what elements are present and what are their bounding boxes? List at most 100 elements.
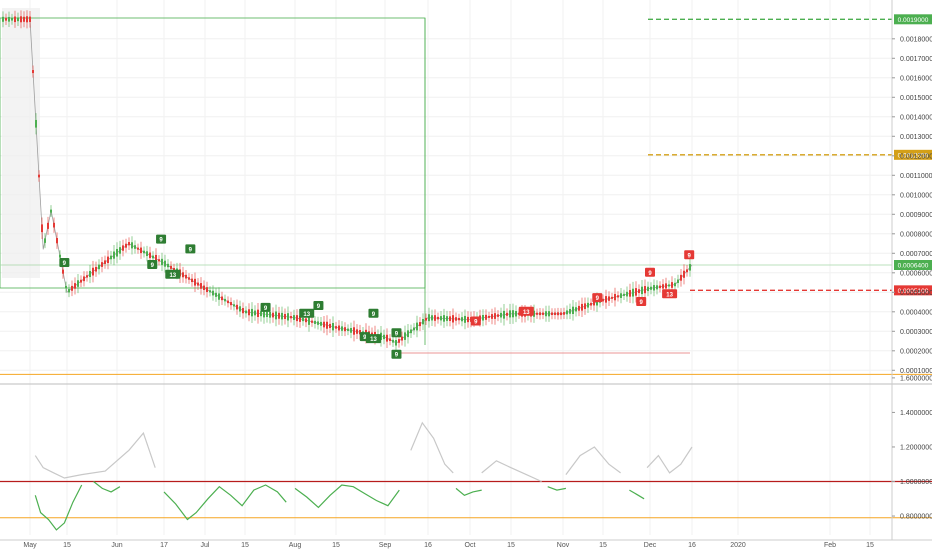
td-label-box [185,244,196,254]
price-series [2,10,693,352]
y-tick-label: 0.0011000 [900,173,932,180]
candle-body [20,16,22,23]
x-tick-label: Jun [111,542,122,549]
candle-body [611,296,613,299]
y-tick-label: 0.0002000 [900,348,932,355]
candle-body [62,269,64,274]
td-label-text: 9 [474,320,478,326]
osc-y-tick-label: 1.2000000 [900,444,932,451]
candle-body [680,274,682,281]
y-tick-label: 0.0001000 [900,368,932,375]
candle-body [563,312,565,315]
td-label-box [260,302,271,312]
candle-body [545,311,547,317]
candle-body [140,247,142,254]
candle-body [71,285,73,291]
candle-body [257,309,259,317]
candle-body [80,279,82,283]
td-label-text: 9 [363,335,367,341]
candle-body [416,322,418,331]
candle-body [344,327,346,332]
candle-body [533,310,535,317]
candle-body [218,293,220,300]
candle-body [26,16,28,23]
candle-body [335,326,337,329]
candle-body [209,290,211,293]
candle-body [206,287,208,293]
td-label-box [518,306,534,316]
candle-body [608,296,610,301]
x-tick-label: Feb [824,542,836,549]
candle-body [272,312,274,318]
level-price-tag [894,260,932,270]
candle-body [584,303,586,310]
x-tick-label: Sep [379,542,392,549]
candle-body [515,311,517,317]
oscillator-segment [481,460,542,483]
osc-y-tick-label: 1.0000000 [900,479,932,486]
oscillator-segment [629,489,645,500]
td-label-text: 9 [596,296,600,302]
x-tick-label: 15 [866,542,874,549]
candle-body [65,285,67,289]
x-tick-label: 15 [63,542,71,549]
candle-body [194,278,196,286]
candle-body [449,316,451,321]
candle-body [122,245,124,251]
candle-body [290,316,292,319]
candle-body [614,293,616,301]
td-label-text: 9 [317,304,321,310]
candle-body [311,320,313,323]
candle-body [686,269,688,273]
candle-body [620,293,622,298]
candle-body [425,317,427,321]
candle-body [593,300,595,306]
candle-body [263,310,265,318]
candle-body [554,312,556,315]
y-tick-label: 0.0007000 [900,251,932,258]
candle-body [278,312,280,319]
candle-body [116,248,118,257]
td-label-box [147,260,158,269]
candle-body [59,254,61,258]
x-tick-label: Jul [201,542,210,549]
candle-body [245,310,247,314]
td-label-text: 9 [151,263,155,269]
y-tick-label: 0.0005000 [900,290,932,297]
level-price-tag-label: 0.0019000 [898,17,929,24]
candle-body [626,291,628,297]
oscillator-segment [34,431,156,479]
level-price-tag-label: 0.0006400 [898,263,929,270]
candle-body [137,247,139,250]
candle-body [98,264,100,270]
candle-body [146,251,148,257]
candle-body [536,312,538,315]
candle-body [95,266,97,272]
candle-body [551,312,553,316]
candle-body [440,316,442,321]
td-label-text: 13 [666,292,673,298]
candle-body [119,247,121,254]
oscillator-segment [34,484,83,531]
candle-body [497,314,499,317]
candle-body [455,317,457,321]
candle-body [284,313,286,319]
candle-body [32,70,34,74]
td-label-text: 9 [372,312,376,318]
candle-body [314,320,316,324]
y-tick-label: 0.0015000 [900,95,932,102]
candle-body [8,16,10,22]
candle-body [461,317,463,322]
candle-body [656,285,658,290]
candle-body [503,310,505,319]
candle-body [125,243,127,248]
candle-body [281,312,283,320]
candle-body [482,314,484,321]
oscillator-pane [0,373,932,531]
candle-body [629,290,631,297]
candle-body [113,251,115,259]
candle-body [158,259,160,262]
td-label-box [684,250,695,260]
candle-body [491,314,493,319]
